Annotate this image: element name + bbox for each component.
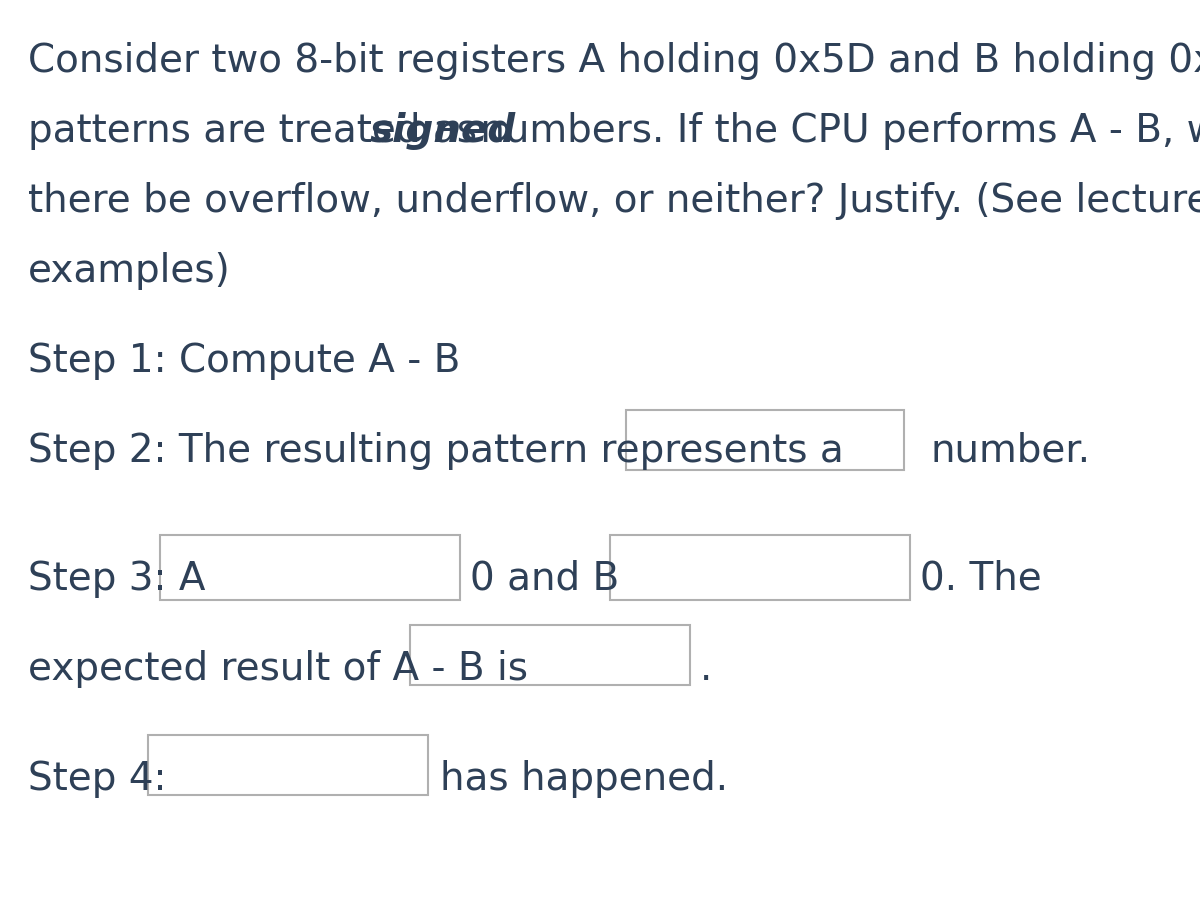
Text: numbers. If the CPU performs A - B, would: numbers. If the CPU performs A - B, woul… — [468, 112, 1200, 150]
Text: .: . — [700, 650, 713, 688]
Text: patterns are treated as: patterns are treated as — [28, 112, 490, 150]
Text: examples): examples) — [28, 252, 230, 290]
FancyBboxPatch shape — [160, 535, 460, 600]
Text: signed: signed — [370, 112, 516, 150]
FancyBboxPatch shape — [610, 535, 910, 600]
Text: number.: number. — [930, 432, 1090, 470]
Text: Consider two 8-bit registers A holding 0x5D and B holding 0xAF. Both: Consider two 8-bit registers A holding 0… — [28, 42, 1200, 80]
Text: 0 and B: 0 and B — [470, 560, 619, 598]
Text: expected result of A - B is: expected result of A - B is — [28, 650, 528, 688]
Text: Step 1: Compute A - B: Step 1: Compute A - B — [28, 342, 461, 380]
FancyBboxPatch shape — [626, 410, 904, 470]
Text: 0. The: 0. The — [920, 560, 1042, 598]
FancyBboxPatch shape — [148, 735, 428, 795]
Text: Step 4:: Step 4: — [28, 760, 167, 798]
Text: Step 3: A: Step 3: A — [28, 560, 205, 598]
Text: has happened.: has happened. — [440, 760, 728, 798]
Text: Step 2: The resulting pattern represents a: Step 2: The resulting pattern represents… — [28, 432, 844, 470]
Text: there be overflow, underflow, or neither? Justify. (See lecture slides for: there be overflow, underflow, or neither… — [28, 182, 1200, 220]
FancyBboxPatch shape — [410, 625, 690, 685]
